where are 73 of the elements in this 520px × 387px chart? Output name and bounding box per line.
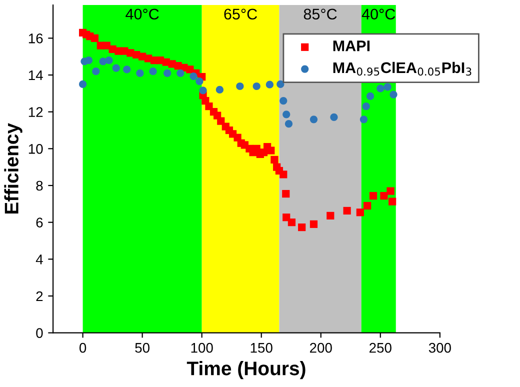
point <box>136 69 144 77</box>
point <box>90 34 99 42</box>
point <box>266 80 274 88</box>
y-tick-label: 2 <box>36 291 43 302</box>
point <box>112 64 120 72</box>
point <box>236 82 244 90</box>
band-label: 85°C <box>304 8 337 20</box>
point <box>196 77 204 86</box>
y-tick-label: 10 <box>28 144 43 154</box>
y-tick-label: 0 <box>36 328 43 338</box>
band-label: 40°C <box>126 8 159 20</box>
point <box>362 102 370 110</box>
point <box>205 102 213 110</box>
x-tick-label: 100 <box>191 342 213 353</box>
point <box>270 156 278 164</box>
x-tick-label: 150 <box>250 342 272 353</box>
point <box>282 190 290 198</box>
x-tick-label: 200 <box>310 342 332 353</box>
point <box>216 86 224 94</box>
point <box>199 86 207 94</box>
y-tick-label: 6 <box>36 218 43 228</box>
point <box>78 80 87 88</box>
point <box>390 90 398 98</box>
point <box>190 72 198 80</box>
legend-label: MAPI <box>333 40 370 52</box>
point <box>276 80 284 88</box>
point <box>252 82 260 90</box>
x-tick-label: 300 <box>428 342 451 353</box>
y-axis-title: Efficiency <box>4 123 22 214</box>
point <box>282 110 290 118</box>
y-tick-label: 16 <box>28 34 43 44</box>
point <box>267 146 275 154</box>
point <box>280 170 288 178</box>
point <box>92 68 100 76</box>
x-axis-title: Time (Hours) <box>186 361 306 380</box>
point <box>84 56 93 64</box>
point <box>366 92 374 100</box>
legend-label: MA$_{0.95}$ClEA$_{0.05}$PbI$_{3}$ <box>333 62 472 76</box>
point <box>186 66 194 74</box>
point <box>105 56 113 64</box>
y-tick-label: 12 <box>28 107 43 117</box>
point <box>386 187 394 195</box>
point <box>280 96 288 105</box>
y-tick-label: 4 <box>36 254 43 264</box>
y-tick-label: 14 <box>28 70 43 80</box>
point <box>369 192 378 200</box>
point <box>388 198 396 206</box>
x-tick-label: 50 <box>135 342 150 353</box>
point <box>330 113 338 121</box>
point <box>380 192 388 200</box>
x-tick-label: 0 <box>79 342 86 353</box>
point <box>343 206 351 215</box>
band-label: 65°C <box>224 8 258 20</box>
point <box>310 116 318 124</box>
point <box>217 117 225 125</box>
point <box>176 69 184 77</box>
point <box>149 68 157 76</box>
band-label: 40°C <box>362 8 396 20</box>
point <box>164 69 172 77</box>
point <box>356 208 364 216</box>
x-tick-label: 250 <box>370 342 392 353</box>
y-tick-label: 8 <box>36 180 43 191</box>
point <box>102 42 110 50</box>
point <box>360 116 368 124</box>
point <box>310 220 318 228</box>
point <box>123 66 131 74</box>
point <box>284 120 293 128</box>
point <box>384 83 392 91</box>
point <box>326 212 334 220</box>
point <box>376 84 384 92</box>
point <box>298 224 306 232</box>
point <box>364 202 372 210</box>
point <box>288 218 296 226</box>
